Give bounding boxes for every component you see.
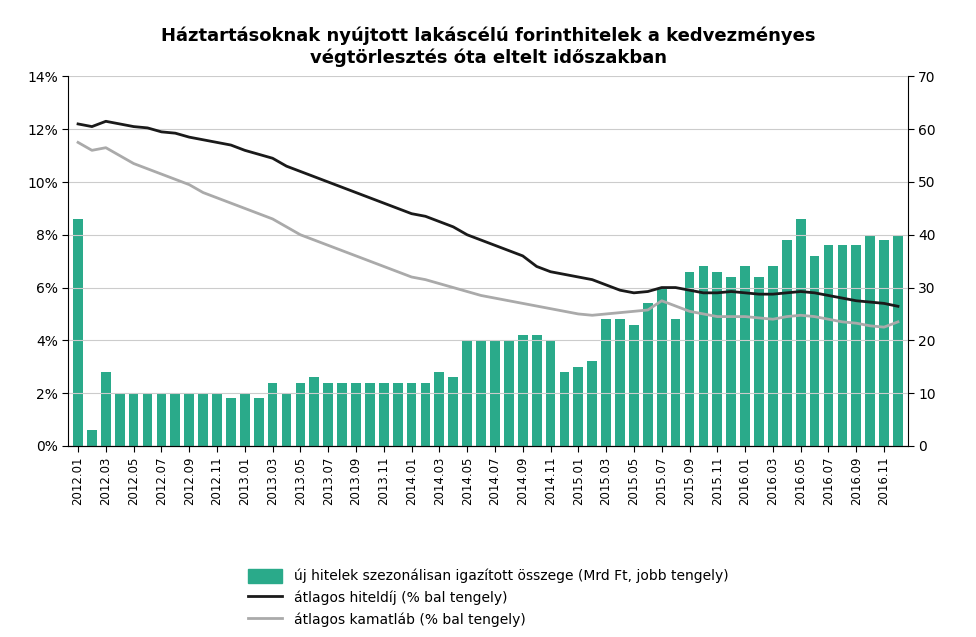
Bar — [754, 277, 764, 446]
Bar — [726, 277, 736, 446]
Bar — [254, 398, 264, 446]
Bar — [240, 393, 250, 446]
Bar — [518, 335, 528, 446]
Bar — [421, 383, 430, 446]
Bar — [559, 372, 569, 446]
Bar — [323, 383, 333, 446]
Bar — [101, 372, 110, 446]
Bar — [630, 324, 638, 446]
Bar — [893, 235, 903, 446]
Bar — [671, 319, 680, 446]
Bar — [643, 303, 653, 446]
Bar — [448, 377, 458, 446]
Bar — [657, 287, 667, 446]
Bar — [851, 245, 861, 446]
Bar — [740, 266, 750, 446]
Bar — [142, 393, 152, 446]
Bar — [407, 383, 417, 446]
Bar — [129, 393, 139, 446]
Bar — [615, 319, 625, 446]
Bar — [476, 340, 486, 446]
Bar — [504, 340, 513, 446]
Bar — [490, 340, 500, 446]
Bar — [684, 272, 694, 446]
Title: Háztartásoknak nyújtott lakáscélú forinthitelek a kedvezményes
végtörlesztés óta: Háztartásoknak nyújtott lakáscélú forint… — [161, 27, 815, 66]
Bar — [434, 372, 444, 446]
Bar — [282, 393, 292, 446]
Bar — [115, 393, 125, 446]
Bar — [699, 266, 709, 446]
Bar — [795, 219, 805, 446]
Bar — [184, 393, 194, 446]
Bar — [392, 383, 402, 446]
Bar — [810, 256, 820, 446]
Bar — [226, 398, 236, 446]
Bar — [768, 266, 778, 446]
Bar — [338, 383, 346, 446]
Bar — [87, 430, 97, 446]
Bar — [296, 383, 305, 446]
Bar — [837, 245, 847, 446]
Bar — [712, 272, 722, 446]
Bar — [267, 383, 277, 446]
Bar — [866, 235, 875, 446]
Bar — [156, 393, 166, 446]
Bar — [601, 319, 611, 446]
Bar — [351, 383, 361, 446]
Bar — [198, 393, 208, 446]
Bar — [588, 361, 597, 446]
Bar — [365, 383, 375, 446]
Bar — [824, 245, 834, 446]
Bar — [574, 367, 584, 446]
Legend: új hitelek szezonálisan igazított összege (Mrd Ft, jobb tengely), átlagos hiteld: új hitelek szezonálisan igazított összeg… — [248, 569, 728, 627]
Bar — [212, 393, 222, 446]
Bar — [546, 340, 555, 446]
Bar — [463, 340, 472, 446]
Bar — [309, 377, 319, 446]
Bar — [879, 240, 889, 446]
Bar — [171, 393, 181, 446]
Bar — [532, 335, 542, 446]
Bar — [379, 383, 388, 446]
Bar — [73, 219, 83, 446]
Bar — [782, 240, 792, 446]
